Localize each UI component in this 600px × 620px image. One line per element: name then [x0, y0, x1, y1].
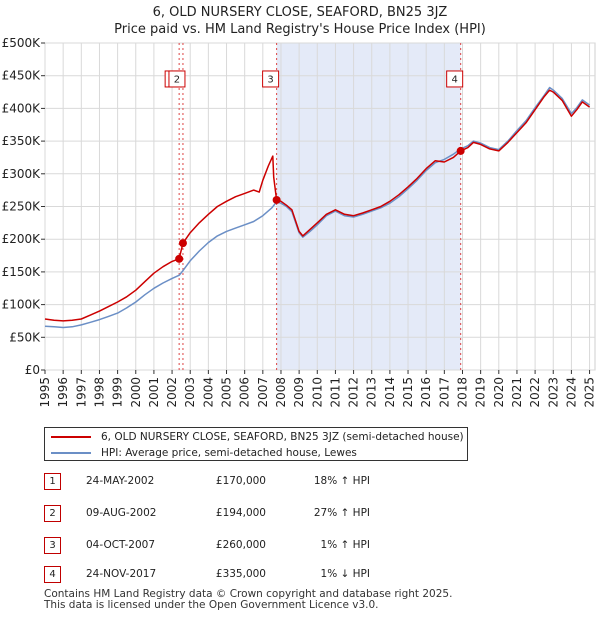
sale-price: £194,000: [215, 507, 266, 519]
property-series-line: [44, 89, 591, 322]
x-tick-label: 2020: [492, 377, 506, 408]
sale-marker-box: 3: [262, 70, 280, 88]
table-row: 4 24-NOV-2017 £335,000 1% ↓ HPI: [0, 566, 600, 586]
x-tick-label: 2017: [437, 377, 451, 408]
x-tick-label: 2003: [183, 377, 197, 408]
x-tick-label: 1996: [56, 377, 70, 408]
legend-swatch-property: [51, 436, 91, 438]
sale-hpi-change: 18% ↑ HPI: [313, 475, 370, 487]
x-tick-label: 2021: [510, 377, 524, 408]
footer-line-licence: This data is licensed under the Open Gov…: [44, 599, 379, 611]
x-tick-label: 2008: [274, 377, 288, 408]
x-tick-label: 2022: [528, 377, 542, 408]
footer-line-copyright: Contains HM Land Registry data © Crown c…: [44, 588, 453, 600]
sale-marker-label: 4: [451, 74, 457, 85]
y-tick-label: £350K: [2, 134, 42, 148]
sale-number-badge: 2: [44, 505, 61, 522]
x-tick-label: 2001: [147, 377, 161, 408]
y-axis: £0 £50K £100K £150K £200K £250K £300K £350K £400…: [2, 36, 45, 377]
footer-attribution: Contains HM Land Registry data © Crown c…: [44, 589, 452, 611]
table-row: 1 24-MAY-2002 £170,000 18% ↑ HPI: [0, 473, 600, 493]
sale-marker-frame: [446, 70, 464, 88]
sale-marker-frame: [168, 70, 186, 88]
sale-point: [272, 195, 281, 204]
x-tick-label: 2024: [564, 377, 578, 408]
legend-item-property: 6, OLD NURSERY CLOSE, SEAFORD, BN25 3JZ …: [51, 429, 464, 445]
price-chart: 6, OLD NURSERY CLOSE, SEAFORD, BN25 3JZ …: [2, 5, 597, 408]
x-tick-label: 1998: [92, 377, 106, 408]
x-tick-label: 2000: [129, 377, 143, 408]
y-tick-label: £50K: [9, 330, 41, 344]
y-tick-label: £400K: [2, 101, 42, 115]
sale-point: [175, 254, 184, 263]
legend-item-hpi: HPI: Average price, semi-detached house,…: [51, 445, 357, 461]
sale-marker-frame: [262, 70, 280, 88]
x-tick-label: 2018: [455, 377, 469, 408]
sale-number-badge: 4: [44, 566, 61, 583]
sale-marker-label: 3: [267, 74, 273, 85]
legend-label-property: 6, OLD NURSERY CLOSE, SEAFORD, BN25 3JZ …: [101, 431, 464, 443]
chart-title: 6, OLD NURSERY CLOSE, SEAFORD, BN25 3JZ: [153, 5, 448, 20]
x-tick-label: 2006: [238, 377, 252, 408]
y-tick-label: £250K: [2, 200, 42, 214]
sale-marker-layer: 1234: [164, 70, 464, 88]
x-tick-label: 2013: [365, 377, 379, 408]
sale-date: 24-NOV-2017: [86, 568, 157, 580]
sale-price: £260,000: [215, 539, 266, 551]
x-tick-label: 2007: [256, 377, 270, 408]
x-tick-label: 2014: [383, 377, 397, 408]
x-tick-label: 1997: [74, 377, 88, 408]
x-tick-label: 1995: [38, 377, 52, 408]
sale-point: [178, 239, 187, 248]
sale-date: 09-AUG-2002: [86, 507, 157, 519]
y-tick-label: £200K: [2, 232, 42, 246]
x-tick-label: 2025: [583, 377, 597, 408]
x-tick-label: 2023: [546, 377, 560, 408]
y-tick-label: £500K: [2, 36, 42, 50]
sale-marker-label: 2: [174, 74, 180, 85]
y-tick-label: £300K: [2, 167, 42, 181]
y-tick-label: £450K: [2, 69, 42, 83]
legend-label-hpi: HPI: Average price, semi-detached house,…: [101, 447, 357, 459]
y-tick-label: £0: [25, 363, 40, 377]
sale-hpi-change: 1% ↑ HPI: [320, 539, 370, 551]
sale-point-layer: [175, 146, 465, 263]
sale-marker-box: 4: [446, 70, 464, 88]
chart-subtitle: Price paid vs. HM Land Registry's House …: [114, 22, 486, 37]
x-tick-label: 1999: [111, 377, 125, 408]
y-tick-label: £150K: [2, 265, 42, 279]
legend-swatch-hpi: [51, 452, 91, 454]
sale-point: [456, 146, 465, 155]
x-axis: 1995 1996 1997 1998 1999 2000 2001 2002 2003 2004…: [38, 370, 597, 408]
sale-price: £170,000: [215, 475, 266, 487]
x-tick-label: 2009: [292, 377, 306, 408]
sale-date: 24-MAY-2002: [86, 475, 155, 487]
sale-hpi-change: 1% ↓ HPI: [320, 568, 370, 580]
hpi-series-line: [44, 86, 591, 329]
sale-number-badge: 1: [44, 473, 61, 490]
table-row: 3 04-OCT-2007 £260,000 1% ↑ HPI: [0, 537, 600, 557]
x-tick-label: 2002: [165, 377, 179, 408]
x-tick-label: 2016: [419, 377, 433, 408]
x-tick-label: 2005: [220, 377, 234, 408]
sale-number-badge: 3: [44, 537, 61, 554]
grid-layer: [44, 42, 596, 371]
x-tick-label: 2019: [474, 377, 488, 408]
x-tick-label: 2015: [401, 377, 415, 408]
y-tick-label: £100K: [2, 298, 42, 312]
table-row: 2 09-AUG-2002 £194,000 27% ↑ HPI: [0, 505, 600, 525]
x-tick-label: 2004: [201, 377, 215, 408]
series-layer: [44, 86, 591, 329]
legend: 6, OLD NURSERY CLOSE, SEAFORD, BN25 3JZ …: [44, 427, 468, 461]
x-tick-label: 2012: [347, 377, 361, 408]
x-tick-label: 2010: [310, 377, 324, 408]
sale-date: 04-OCT-2007: [86, 539, 155, 551]
sale-hpi-change: 27% ↑ HPI: [313, 507, 370, 519]
sale-price: £335,000: [215, 568, 266, 580]
x-tick-label: 2011: [328, 377, 342, 408]
sale-marker-box: 2: [168, 70, 186, 88]
